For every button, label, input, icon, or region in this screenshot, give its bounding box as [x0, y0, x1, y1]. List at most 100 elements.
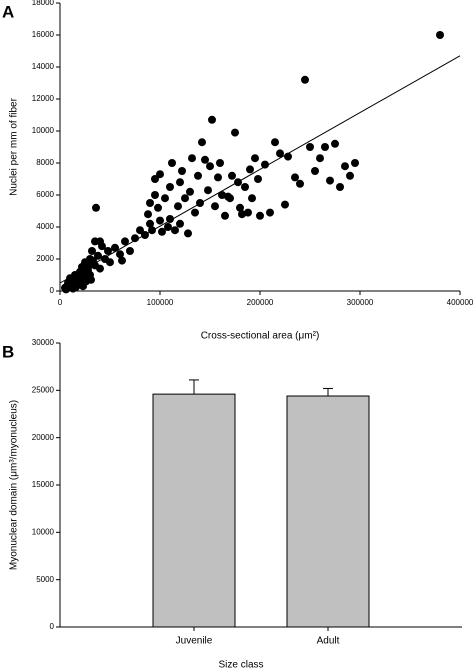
- data-point: [248, 194, 256, 203]
- x-tick-label: 200000: [247, 298, 274, 307]
- data-point: [301, 75, 309, 84]
- x-tick-label: 100000: [147, 298, 174, 307]
- data-point: [156, 216, 164, 225]
- data-point: [151, 191, 159, 199]
- data-point: [218, 191, 226, 199]
- y-tick-label: 6000: [36, 190, 54, 199]
- data-point: [77, 272, 85, 281]
- bar: [286, 395, 370, 628]
- data-point: [208, 115, 216, 124]
- data-point: [198, 138, 206, 147]
- data-point: [184, 229, 192, 238]
- data-point: [118, 256, 126, 265]
- data-point: [228, 171, 236, 180]
- data-point: [146, 199, 154, 207]
- data-point: [92, 203, 100, 212]
- data-point: [146, 219, 154, 228]
- data-point: [194, 171, 202, 180]
- y-tick-label: 25000: [32, 385, 55, 394]
- data-point: [211, 202, 219, 211]
- x-axis-label: Size class: [218, 660, 263, 671]
- x-tick-label: Juvenile: [176, 636, 213, 647]
- data-point: [256, 211, 264, 220]
- data-point: [188, 154, 196, 163]
- data-point: [151, 175, 159, 183]
- data-point: [158, 227, 166, 236]
- data-point: [94, 251, 102, 260]
- data-point: [241, 183, 249, 191]
- data-point: [131, 234, 139, 243]
- data-point: [89, 256, 97, 265]
- data-point: [96, 264, 104, 273]
- data-point: [296, 179, 304, 188]
- panel-label: B: [2, 342, 14, 361]
- data-point: [346, 171, 354, 180]
- data-point: [168, 159, 176, 167]
- data-point: [336, 183, 344, 191]
- y-tick-label: 5000: [36, 575, 54, 584]
- data-point: [87, 275, 95, 284]
- data-point: [291, 173, 299, 182]
- data-point: [104, 247, 112, 255]
- data-point: [98, 242, 106, 251]
- data-point: [126, 247, 134, 255]
- data-point: [144, 210, 152, 219]
- data-point: [244, 208, 252, 217]
- y-tick-label: 12000: [32, 94, 55, 103]
- y-tick-label: 20000: [32, 433, 55, 442]
- data-point: [186, 187, 194, 196]
- data-point: [161, 194, 169, 203]
- data-point: [311, 167, 319, 175]
- x-tick-label: 0: [58, 298, 63, 307]
- data-point: [181, 194, 189, 203]
- data-point: [156, 170, 164, 179]
- data-point: [174, 202, 182, 211]
- data-point: [236, 203, 244, 212]
- data-point: [246, 165, 254, 174]
- data-point: [83, 269, 91, 278]
- data-point: [261, 160, 269, 169]
- data-point: [216, 159, 224, 167]
- data-point: [111, 243, 119, 252]
- y-tick-label: 15000: [32, 480, 55, 489]
- data-point: [306, 143, 314, 151]
- data-point: [204, 186, 212, 195]
- data-point: [176, 178, 184, 187]
- data-point: [238, 210, 246, 219]
- y-tick-label: 14000: [32, 62, 55, 71]
- data-point: [436, 31, 444, 39]
- x-tick-label: 400000: [447, 298, 474, 307]
- data-point: [351, 159, 359, 167]
- data-point: [281, 200, 289, 209]
- data-point: [164, 223, 172, 231]
- data-point: [88, 247, 96, 255]
- data-point: [251, 154, 259, 163]
- data-point: [266, 208, 274, 217]
- x-axis-label: Cross-sectional area (μm²): [201, 331, 320, 342]
- data-point: [276, 149, 284, 158]
- y-tick-label: 0: [50, 622, 55, 631]
- y-tick-label: 10000: [32, 126, 55, 135]
- y-tick-label: 30000: [32, 338, 55, 347]
- y-tick-label: 2000: [36, 254, 54, 263]
- data-point: [176, 219, 184, 228]
- x-tick-label: 300000: [347, 298, 374, 307]
- data-point: [201, 155, 209, 164]
- data-point: [271, 138, 279, 147]
- data-point: [191, 208, 199, 217]
- data-point: [231, 128, 239, 137]
- data-point: [321, 143, 329, 151]
- data-point: [221, 211, 229, 220]
- y-axis-label: Nuclei per mm of fiber: [9, 97, 20, 195]
- x-tick-label: Adult: [317, 636, 340, 647]
- y-tick-label: 0: [50, 286, 55, 295]
- fit-line: [59, 55, 461, 284]
- bar: [152, 393, 236, 628]
- y-tick-label: 4000: [36, 222, 54, 231]
- data-point: [166, 183, 174, 191]
- data-point: [178, 167, 186, 175]
- data-point: [341, 162, 349, 171]
- data-point: [106, 258, 114, 267]
- data-point: [166, 215, 174, 223]
